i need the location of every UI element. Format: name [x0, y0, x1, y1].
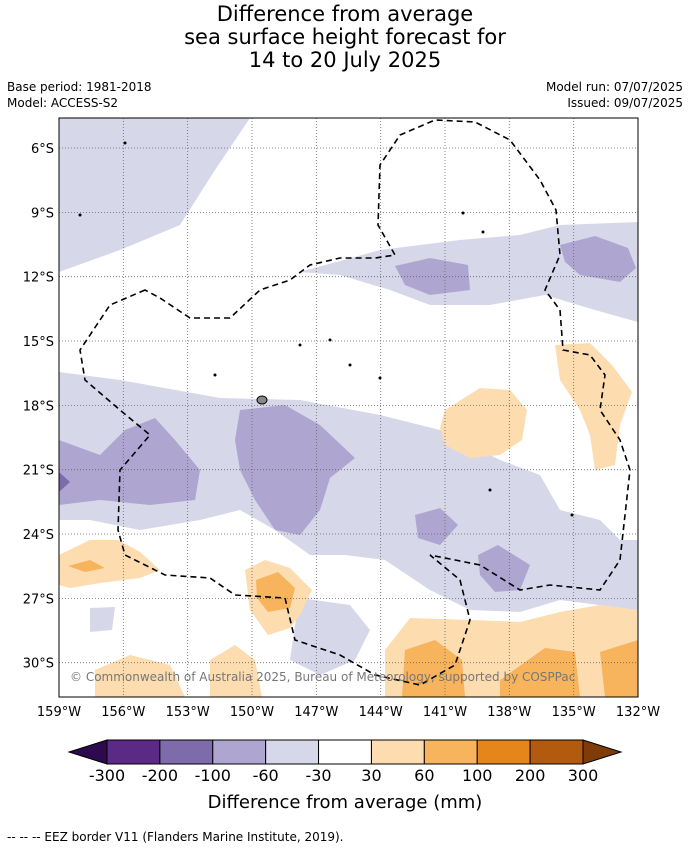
colorbar-segment	[106, 739, 161, 765]
colorbar-segment	[529, 739, 584, 765]
pos-anomaly-core-south-east-3	[600, 640, 638, 697]
longitude-label: 147°W	[294, 705, 338, 720]
neg-anomaly-region-north-west	[59, 118, 250, 272]
colorbar-tick-label: 200	[514, 766, 546, 785]
title-line-2: sea surface height forecast for	[184, 25, 506, 49]
colorbar	[67, 739, 623, 765]
latitude-label: 12°S	[23, 271, 54, 286]
longitude-label: 159°W	[37, 705, 81, 720]
colorbar-tick-label: 30	[361, 766, 382, 785]
pos-anomaly-region-south-west	[95, 655, 185, 697]
colorbar-tick-label: 300	[567, 766, 599, 785]
colorbar-extend-high	[582, 739, 623, 765]
colorbar-segment	[370, 739, 425, 765]
island	[348, 363, 352, 367]
neg-anomaly-core-east-2	[478, 545, 530, 592]
neg-anomaly-region-south	[290, 598, 370, 675]
eez-border	[79, 119, 631, 686]
colorbar-segment	[476, 739, 531, 765]
colorbar-tick-label: -30	[305, 766, 332, 785]
island	[481, 230, 485, 234]
latitude-label: 18°S	[23, 399, 54, 414]
eez-legend: -- -- -- EEZ border V11 (Flanders Marine…	[7, 830, 344, 844]
pos-anomaly-core-west	[68, 560, 105, 572]
longitude-label: 144°W	[359, 705, 403, 720]
latitude-label: 15°S	[23, 335, 54, 350]
longitude-labels: 159°W 156°W 153°W 150°W 147°W 144°W 141°W 138°W…	[37, 705, 660, 720]
island	[298, 343, 302, 347]
latitude-label: 9°S	[31, 206, 54, 221]
island	[488, 488, 492, 492]
neg-anomaly-core-central	[235, 405, 355, 535]
longitude-label: 156°W	[101, 705, 145, 720]
latitude-label: 21°S	[23, 464, 54, 479]
map-grid	[59, 118, 638, 697]
neg-anomaly-region-north-east	[300, 222, 638, 322]
model-name: Model: ACCESS-S2	[7, 96, 119, 110]
neg-anomaly-patch-small	[90, 607, 115, 632]
island	[461, 211, 465, 215]
pos-anomaly-region-east-upper	[555, 343, 632, 470]
colorbar-tick-label: -60	[252, 766, 279, 785]
colorbar-segment	[159, 739, 214, 765]
base-period: Base period: 1981-2018	[7, 80, 152, 94]
pos-anomaly-region-west	[59, 540, 160, 588]
model-run: Model run: 07/07/2025	[545, 80, 683, 94]
neg-anomaly-core-east-1	[415, 508, 458, 545]
title-line-3: 14 to 20 July 2025	[248, 48, 442, 72]
meta-left: Base period: 1981-2018 Model: ACCESS-S2	[7, 79, 152, 111]
pos-anomaly-region-south-mid	[210, 645, 262, 697]
longitude-label: 138°W	[487, 705, 531, 720]
latitude-label: 24°S	[23, 528, 54, 543]
anomaly-field	[59, 118, 638, 697]
colorbar-tick-label: -200	[141, 766, 179, 785]
issued-date: Issued: 09/07/2025	[567, 96, 683, 110]
colorbar-tick-label: -100	[194, 766, 231, 785]
colorbar-segment	[265, 739, 320, 765]
neg-anomaly-core-west	[59, 418, 200, 505]
island	[78, 213, 82, 217]
longitude-label: 153°W	[166, 705, 210, 720]
island	[378, 376, 382, 380]
neg-anomaly-core-north-east	[560, 236, 636, 282]
meta-right: Model run: 07/07/2025 Issued: 09/07/2025	[546, 79, 683, 111]
colorbar-tick-label: 100	[461, 766, 493, 785]
colorbar-title: Difference from average (mm)	[207, 792, 483, 813]
longitude-label: 135°W	[552, 705, 596, 720]
island	[570, 513, 574, 517]
colorbar-segment	[212, 739, 267, 765]
latitude-labels: 6°S 9°S 12°S 15°S 18°S 21°S 24°S 27°S 30°S	[23, 142, 54, 672]
latitude-label: 30°S	[23, 657, 54, 672]
colorbar-tick-label: 60	[414, 766, 435, 785]
latitude-label: 27°S	[23, 592, 54, 607]
longitude-label: 141°W	[423, 705, 467, 720]
neg-anomaly-core-far-west	[59, 472, 70, 492]
longitude-label: 150°W	[230, 705, 274, 720]
island	[123, 141, 127, 145]
colorbar-segment	[423, 739, 478, 765]
colorbar-extend-low	[67, 739, 108, 765]
longitude-label: 132°W	[616, 705, 660, 720]
copyright-notice: © Commonwealth of Australia 2025, Bureau…	[70, 670, 575, 684]
island	[213, 373, 217, 377]
latitude-label: 6°S	[31, 142, 54, 157]
map-frame	[58, 117, 639, 698]
colorbar-segment	[318, 739, 372, 765]
colorbar-tick-label: -300	[88, 766, 126, 785]
chart-title: Difference from average sea surface heig…	[0, 3, 690, 72]
title-line-1: Difference from average	[216, 2, 474, 26]
island	[256, 395, 268, 405]
neg-anomaly-core-north-central	[395, 258, 470, 295]
pos-anomaly-core-south-east-2	[500, 648, 580, 697]
pos-anomaly-core-south-east-1	[402, 640, 465, 697]
